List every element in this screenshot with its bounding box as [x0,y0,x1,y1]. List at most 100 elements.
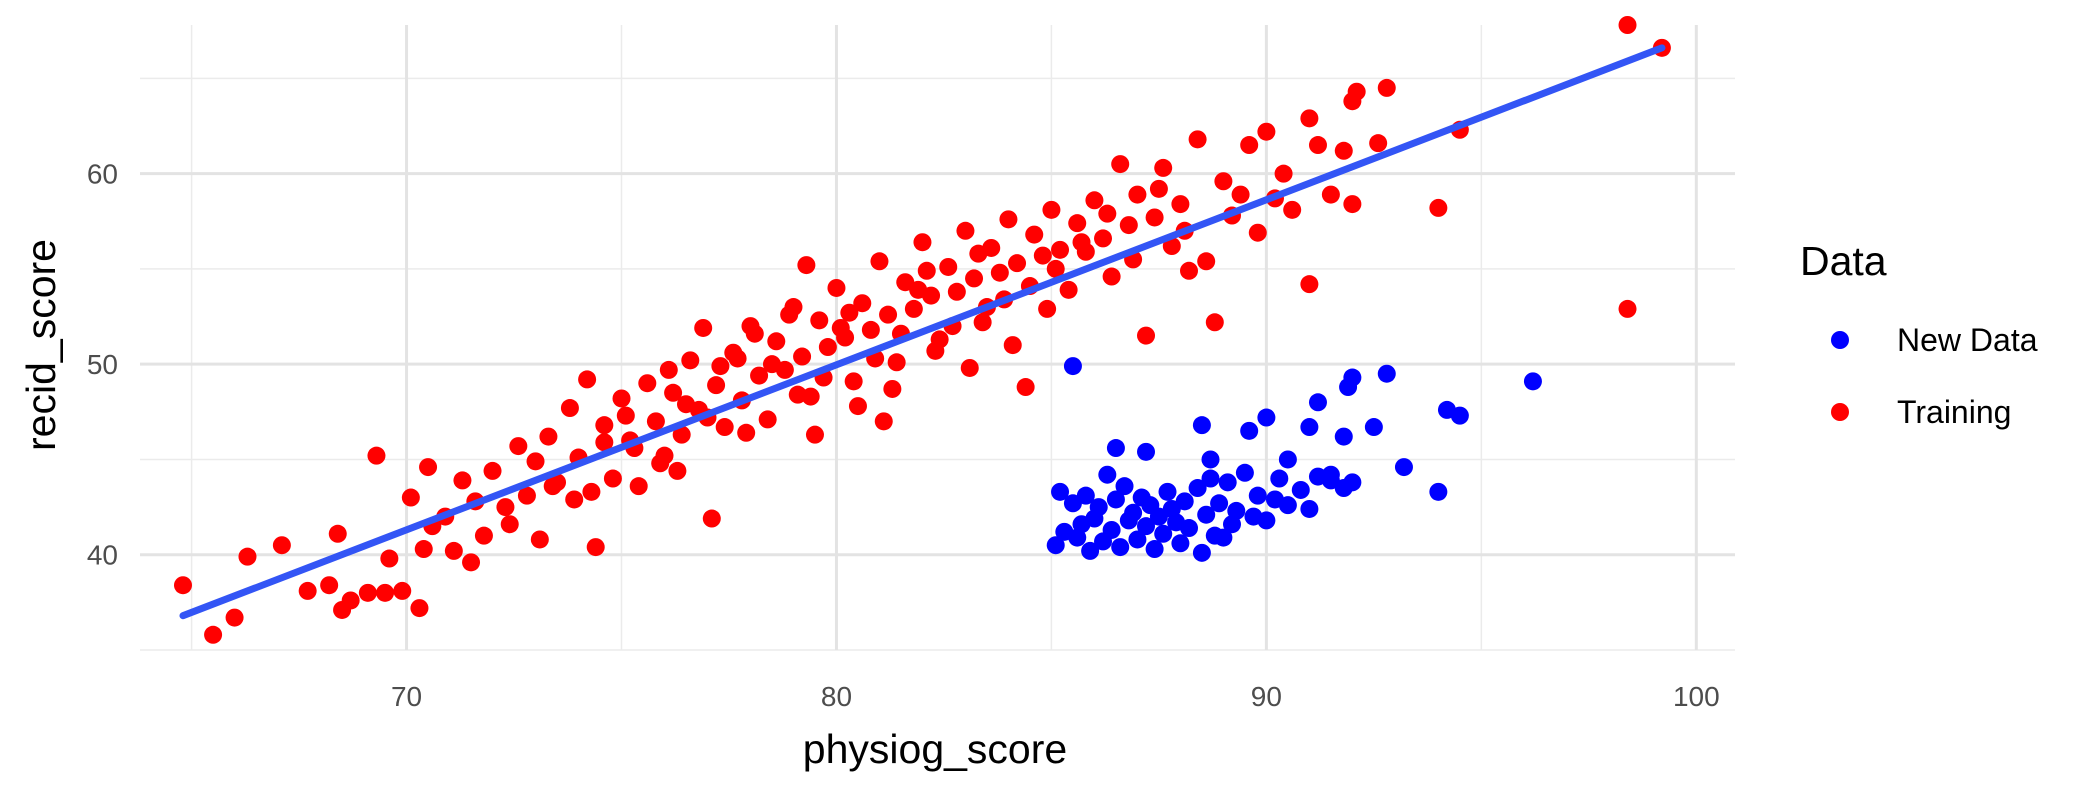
data-point-new-data [1300,499,1319,518]
data-point-new-data [1154,524,1173,543]
data-point-training [956,221,975,240]
y-axis-title: recid_score [18,239,64,451]
data-point-new-data [1235,463,1254,482]
data-point-training [595,416,614,435]
data-point-training [707,376,726,395]
x-tick-label: 70 [391,681,422,712]
data-point-training [1051,240,1070,259]
legend-title: Data [1800,238,1887,284]
data-point-new-data [1192,543,1211,562]
data-point-training [612,389,631,408]
data-point-new-data [1210,494,1229,513]
data-point-training [1154,158,1173,177]
data-point-training [1025,225,1044,244]
data-point-training [1618,16,1637,34]
data-point-new-data [1158,482,1177,501]
data-point-training [745,324,764,343]
data-point-training [616,406,635,425]
data-point-training [173,576,192,595]
data-point-training [500,515,519,534]
data-point-training [780,305,799,324]
data-point-training [827,278,846,297]
data-point-training [1197,252,1216,271]
data-point-new-data [1248,486,1267,505]
data-point-new-data [1343,473,1362,492]
data-point-training [694,318,713,337]
data-point-training [410,599,429,618]
data-point-training [1240,136,1259,155]
data-point-training [586,538,605,557]
x-axis-title: physiog_score [803,726,1067,772]
data-point-new-data [1321,465,1340,484]
data-point-training [990,263,1009,282]
data-point-training [1042,200,1061,219]
data-point-new-data [1102,520,1121,539]
data-point-training [939,257,958,276]
data-point-training [204,625,223,644]
data-point-new-data [1257,408,1276,427]
data-point-training [298,581,317,600]
data-point-training [668,461,687,480]
data-point-new-data [1171,534,1190,553]
data-point-new-data [1270,469,1289,488]
data-point-training [659,360,678,379]
data-point-training [543,477,562,496]
data-points [173,16,1671,644]
data-point-training [565,490,584,509]
data-point-training [238,547,257,566]
data-point-training [328,524,347,543]
data-point-training [1343,195,1362,214]
data-point-training [750,366,769,385]
data-point-training [474,526,493,545]
data-point-training [853,294,872,313]
data-point-new-data [1450,406,1469,425]
y-tick-label: 40 [87,540,118,571]
data-point-training [1171,195,1190,214]
data-point-new-data [1218,473,1237,492]
data-point-training [711,357,730,376]
data-point-training [1214,172,1233,191]
data-point-training [539,427,558,446]
data-point-training [874,412,893,431]
data-point-training [1149,179,1168,198]
data-point-training [1308,136,1327,155]
data-point-training [1072,233,1091,252]
data-point-training [1188,130,1207,149]
data-point-new-data [1192,416,1211,435]
data-point-training [917,261,936,280]
data-point-training [526,452,545,471]
x-tick-label: 100 [1673,681,1720,712]
data-point-training [1102,267,1121,286]
data-point-training [904,299,923,318]
data-point-new-data [1364,418,1383,437]
data-point-training [788,385,807,404]
data-point-training [1111,155,1130,174]
tick-labels: 70 80 90 100 40 50 60 [87,159,1720,712]
data-point-new-data [1334,427,1353,446]
data-point-training [1008,254,1027,273]
data-point-training [1231,185,1250,204]
data-point-training [861,320,880,339]
data-point-training [651,454,670,473]
data-point-training [664,383,683,402]
data-point-new-data [1089,498,1108,517]
data-point-training [1283,200,1302,219]
data-point-new-data [1377,364,1396,383]
data-point-training [414,540,433,559]
data-point-training [444,541,463,560]
data-point-training [797,256,816,275]
data-point-training [947,282,966,301]
data-point-new-data [1180,519,1199,538]
data-point-training [367,446,386,465]
data-point-training [1003,336,1022,355]
data-point-training [1257,122,1276,141]
data-point-training [1128,185,1147,204]
data-point-training [672,425,691,444]
data-point-training [879,305,898,324]
data-point-new-data [1394,458,1413,477]
data-point-new-data [1051,482,1070,501]
data-point-training [883,379,902,398]
data-point-training [805,425,824,444]
legend-key-new-data [1831,331,1849,349]
